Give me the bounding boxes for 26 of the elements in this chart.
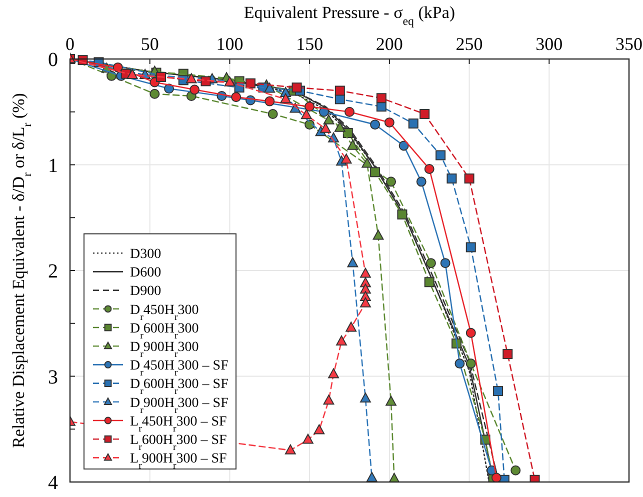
y-tick-label: 0 <box>48 49 58 71</box>
legend-label: D600 <box>130 266 162 281</box>
legend-label: D$_{r}$900H$_{r}$300 – SF <box>130 396 229 416</box>
legend-label: D$_{r}$600H$_{r}$300 <box>130 321 199 341</box>
legend-label: D$_{r}$600H$_{r}$300 – SF <box>130 377 229 397</box>
legend-label: L$_{r}$900H$_{r}$300 – SF <box>130 452 228 472</box>
legend-label: L$_{r}$600H$_{r}$300 – SF <box>130 433 228 452</box>
y-tick-label: 1 <box>48 154 58 177</box>
x-tick-label: 50 <box>140 34 159 54</box>
x-axis-title: Equivalent Pressure - σ$_{eq}$ (kPa) <box>244 3 456 28</box>
x-tick-label: 300 <box>536 34 563 54</box>
x-tick-label: 100 <box>216 34 244 54</box>
y-tick-label: 2 <box>48 260 58 282</box>
legend-label: D$_{r}$450H$_{r}$300 <box>130 302 199 322</box>
x-tick-label: 250 <box>456 34 483 54</box>
y-tick-label: 4 <box>48 472 58 494</box>
x-tick-label: 150 <box>296 34 324 54</box>
legend-label: D$_{r}$450H$_{r}$300 – SF <box>130 358 229 378</box>
legend-label: D300 <box>130 247 162 262</box>
x-tick-label: 0 <box>66 34 74 54</box>
legend-label: L$_{r}$450H$_{r}$300 – SF <box>130 414 228 434</box>
y-tick-label: 3 <box>48 366 58 388</box>
x-tick-label: 350 <box>616 34 642 54</box>
legend-label: D$_{r}$900H$_{r}$300 <box>130 340 199 360</box>
legend-label: D900 <box>130 284 162 300</box>
x-tick-label: 200 <box>376 34 403 54</box>
